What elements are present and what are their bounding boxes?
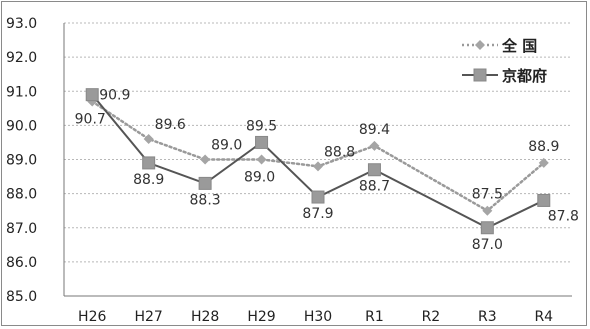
data-label-kyoto: 89.5: [246, 118, 277, 134]
gridlines: [63, 22, 572, 297]
marker-kyoto: [537, 193, 551, 207]
marker-national: [369, 140, 380, 151]
legend-label-national: 全 国: [501, 37, 537, 55]
data-label-kyoto: 88.3: [190, 192, 221, 208]
y-tick-label: 88.0: [6, 187, 37, 203]
x-tick-label: H26: [78, 309, 106, 325]
legend-marker-kyoto: [473, 68, 487, 82]
y-tick-label: 89.0: [6, 153, 37, 169]
legend: 全 国 京都府: [462, 37, 547, 85]
data-label-national: 89.0: [211, 138, 242, 154]
data-label-national: 87.5: [472, 187, 503, 203]
x-tick-label: R2: [422, 309, 441, 325]
y-tick-label: 92.0: [6, 50, 37, 66]
x-tick-label: H29: [247, 309, 275, 325]
x-tick-label: H30: [304, 309, 332, 325]
series-line-national: [90, 100, 546, 213]
data-label-kyoto: 87.9: [302, 206, 333, 222]
x-tick-label: R3: [478, 309, 497, 325]
marker-kyoto: [142, 156, 156, 170]
data-label-national: 89.0: [244, 170, 275, 186]
data-labels: 90.7 89.6 89.089.0 88.889.4 87.5 88.9 90.9 88.9…: [75, 88, 579, 253]
legend-label-kyoto: 京都府: [502, 67, 547, 85]
data-label-kyoto: 88.7: [359, 179, 390, 195]
marker-national: [313, 161, 323, 172]
marker-national: [143, 134, 154, 145]
marker-kyoto: [311, 190, 325, 204]
data-label-national: 89.4: [359, 122, 390, 138]
legend-item-national: 全 国: [462, 37, 537, 55]
y-tick-label: 85.0: [6, 289, 37, 305]
x-axis-ticks: H26 H27 H28 H29 H30 R1 R2 R3 R4: [78, 309, 553, 325]
x-tick-label: H28: [191, 309, 219, 325]
data-label-national: 89.6: [155, 117, 186, 133]
marker-national: [538, 157, 549, 168]
marker-kyoto: [480, 221, 494, 235]
marker-kyoto: [367, 163, 381, 177]
data-label-kyoto: 88.9: [133, 172, 164, 188]
legend-marker-national: [475, 40, 485, 50]
marker-national: [482, 205, 493, 216]
data-label-kyoto: 87.0: [472, 237, 503, 253]
y-tick-label: 90.0: [6, 118, 37, 134]
series-lines: [85, 88, 551, 235]
y-tick-label: 86.0: [6, 255, 37, 271]
marker-kyoto: [198, 176, 212, 190]
data-label-national: 90.7: [75, 111, 106, 127]
series-line-kyoto: [91, 94, 545, 229]
marker-kyoto: [85, 88, 99, 102]
x-tick-label: R1: [365, 309, 384, 325]
data-label-kyoto: 90.9: [99, 88, 130, 104]
y-tick-label: 93.0: [6, 16, 37, 32]
legend-item-kyoto: 京都府: [462, 67, 547, 85]
marker-national: [200, 154, 211, 165]
marker-kyoto: [255, 135, 269, 149]
x-tick-label: H27: [134, 309, 162, 325]
y-axis-ticks: 85.0 86.0 87.0 88.0 89.0 90.0 91.0 92.0 93.0: [6, 16, 37, 305]
y-tick-label: 87.0: [6, 221, 37, 237]
data-label-national: 88.9: [528, 139, 559, 155]
data-label-kyoto: 87.8: [548, 208, 579, 224]
y-tick-label: 91.0: [6, 84, 37, 100]
marker-national: [256, 154, 267, 165]
data-label-national: 88.8: [324, 144, 355, 160]
x-tick-label: R4: [534, 309, 553, 325]
